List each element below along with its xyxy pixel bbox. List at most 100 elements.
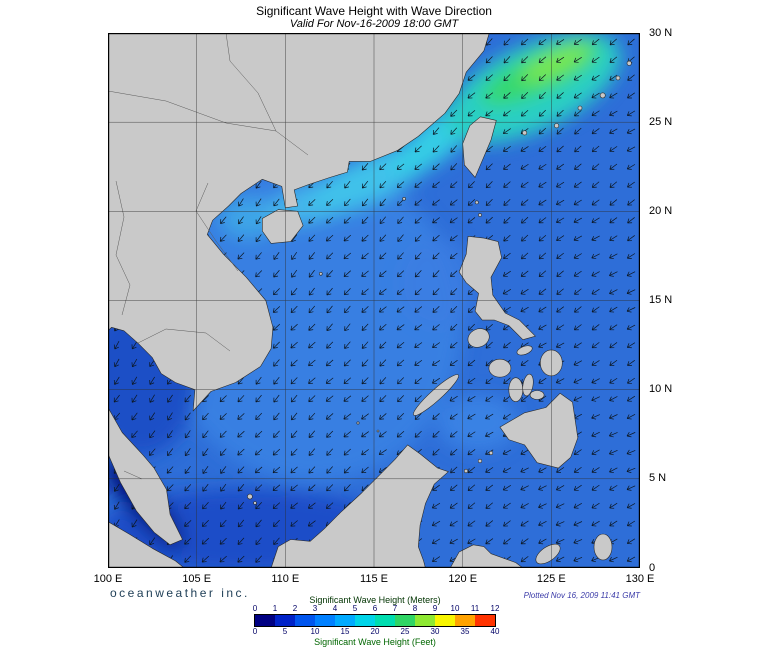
wave-direction-arrow — [573, 57, 582, 63]
legend-meters-tick: 5 — [352, 604, 358, 613]
wave-direction-arrow — [627, 38, 635, 46]
lat-label-5n: 5 N — [649, 472, 667, 484]
wave-direction-arrow — [591, 163, 600, 171]
wave-direction-arrow — [379, 216, 387, 225]
wave-direction-arrow — [149, 537, 156, 546]
wave-direction-arrow — [379, 395, 387, 403]
wave-direction-arrow — [272, 502, 281, 509]
wave-direction-arrow — [503, 163, 511, 170]
wave-direction-arrow — [255, 484, 263, 492]
wave-direction-arrow — [414, 163, 423, 170]
land-ryukyu-island — [577, 105, 583, 111]
wave-direction-arrow — [273, 376, 280, 385]
wave-direction-arrow — [449, 341, 458, 349]
land-borneo — [270, 444, 449, 568]
wave-direction-arrow — [113, 376, 120, 385]
wave-direction-arrow — [626, 467, 636, 473]
wave-direction-arrow — [556, 235, 565, 242]
wave-direction-arrow — [273, 394, 280, 403]
legend-meters-tick: 12 — [490, 604, 500, 613]
wave-direction-arrow — [325, 377, 334, 384]
legend-feet-tick: 25 — [400, 627, 410, 636]
wave-direction-arrow — [555, 342, 565, 349]
wave-direction-arrow — [219, 537, 227, 545]
wave-direction-arrow — [237, 448, 245, 456]
wave-direction-arrow — [379, 377, 387, 385]
land-paracel-island — [319, 272, 323, 276]
legend-color-segment — [435, 615, 455, 626]
wave-direction-arrow — [291, 269, 298, 278]
wave-direction-arrow — [520, 306, 529, 313]
wave-direction-arrow — [343, 288, 351, 296]
wave-direction-arrow — [361, 288, 369, 295]
wave-direction-arrow — [379, 252, 387, 260]
wave-direction-arrow — [308, 287, 315, 296]
wave-direction-arrow — [591, 92, 600, 99]
wave-direction-arrow — [379, 306, 387, 313]
wave-direction-arrow — [449, 199, 458, 206]
wave-direction-arrow — [450, 181, 458, 188]
wave-direction-arrow — [326, 430, 334, 438]
wave-direction-arrow — [255, 502, 262, 510]
wave-direction-arrow — [237, 430, 245, 438]
land-hainan — [262, 209, 304, 244]
wave-direction-arrow — [379, 323, 387, 331]
wave-direction-arrow — [591, 253, 600, 259]
wave-direction-arrow — [184, 466, 191, 474]
wave-direction-arrow — [591, 378, 600, 384]
wave-direction-arrow — [555, 556, 565, 563]
wave-direction-arrow — [609, 289, 618, 295]
wave-direction-arrow — [626, 146, 636, 152]
land-bohol — [529, 390, 545, 400]
land-masbate — [516, 345, 533, 356]
wave-direction-arrow — [449, 538, 458, 545]
land-halmahera — [593, 533, 613, 561]
wave-direction-arrow — [467, 359, 476, 367]
wave-direction-arrow — [556, 163, 565, 170]
wave-direction-arrow — [467, 323, 475, 331]
wave-direction-arrow — [591, 324, 600, 331]
wave-direction-arrow — [361, 270, 369, 277]
wave-direction-arrow — [432, 127, 440, 135]
wave-direction-arrow — [450, 448, 458, 456]
wave-direction-arrow — [397, 270, 405, 278]
wave-direction-arrow — [485, 323, 493, 331]
wave-direction-arrow — [432, 163, 440, 171]
wave-direction-arrow — [432, 181, 440, 188]
wave-direction-arrow — [573, 270, 582, 277]
wave-direction-arrow — [432, 306, 440, 313]
wave-direction-arrow — [485, 484, 494, 491]
lon-label-120e: 120 E — [448, 573, 478, 585]
wave-direction-arrow — [591, 396, 600, 402]
wave-direction-arrow — [431, 502, 441, 509]
lat-label-20n: 20 N — [649, 205, 673, 217]
wave-direction-arrow — [573, 396, 583, 402]
wave-direction-arrow — [520, 449, 529, 456]
wave-direction-arrow — [521, 252, 529, 260]
wave-direction-arrow — [361, 306, 369, 313]
wave-direction-arrow — [343, 270, 351, 278]
wave-direction-arrow — [502, 288, 512, 295]
wave-direction-arrow — [131, 519, 138, 528]
wave-direction-arrow — [290, 323, 298, 331]
land-mainland-asia — [108, 33, 490, 412]
wave-direction-arrow — [326, 199, 334, 206]
lat-label-15n: 15 N — [649, 294, 673, 306]
wave-direction-arrow — [591, 271, 600, 277]
land-sulawesi-arm — [535, 543, 561, 565]
wave-direction-arrow — [308, 430, 316, 438]
wave-direction-arrow — [521, 38, 529, 46]
wave-direction-arrow — [343, 395, 352, 402]
lat-label-10n: 10 N — [649, 383, 673, 395]
lat-label-30n: 30 N — [649, 27, 673, 39]
wave-direction-arrow — [520, 395, 529, 402]
wave-direction-arrow — [432, 556, 441, 563]
wave-direction-arrow — [556, 270, 564, 277]
wave-direction-arrow — [485, 341, 493, 349]
land-taiwan — [462, 116, 497, 178]
wave-direction-arrow — [432, 448, 440, 456]
wave-direction-arrow — [396, 181, 405, 188]
wave-direction-arrow — [361, 323, 369, 331]
land-pratas-island — [402, 197, 406, 201]
lon-label-100e: 100 E — [93, 573, 123, 585]
